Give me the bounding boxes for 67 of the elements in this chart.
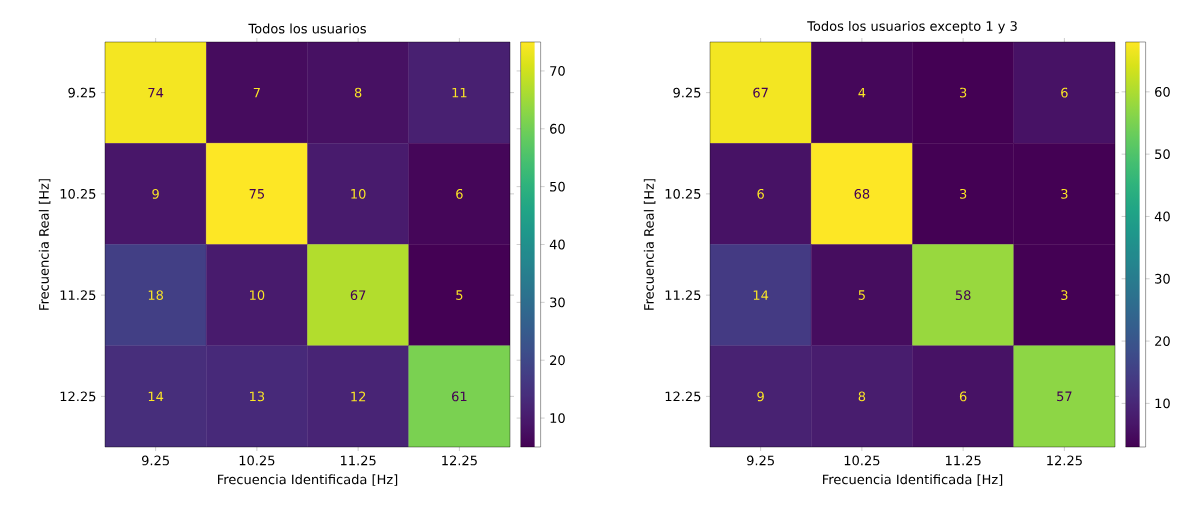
color-bar-label: 50 [550, 181, 565, 192]
y-tick-label: 9.25 [673, 87, 701, 98]
y-axis-title: Frecuencia Real [Hz] [643, 179, 656, 310]
data-label: 9 [757, 391, 764, 402]
data-label: 8 [858, 391, 866, 402]
x-tick-label: 9.25 [746, 455, 774, 466]
data-label: 6 [959, 391, 967, 402]
color-bar-label: 40 [549, 239, 565, 250]
data-label: 3 [959, 188, 967, 199]
color-bar-label: 20 [550, 355, 565, 366]
y-tick-label: 11.25 [665, 290, 701, 301]
y-tick-label: 11.25 [60, 290, 96, 301]
color-bar-label: 60 [550, 123, 565, 134]
data-label: 6 [757, 188, 764, 199]
data-label: 3 [959, 87, 967, 98]
data-label: 67 [753, 87, 768, 98]
x-tick-label: 11.25 [340, 455, 376, 466]
color-bar-label: 10 [550, 413, 565, 423]
y-tick-label: 10.25 [60, 188, 96, 199]
x-tick-label: 12.25 [1047, 455, 1082, 466]
data-label: 6 [456, 188, 463, 199]
x-tick-label: 9.25 [141, 455, 169, 466]
data-label: 8 [354, 87, 362, 98]
data-label: 3 [1061, 188, 1068, 199]
y-axis-title: Frecuencia Real [Hz] [38, 179, 51, 310]
x-tick-label: 12.25 [442, 455, 477, 466]
data-label: 75 [249, 189, 265, 199]
data-label: 6 [1061, 87, 1068, 98]
color-bar-label: 60 [1155, 86, 1170, 97]
data-label: 3 [1061, 290, 1068, 301]
data-label: 18 [148, 290, 163, 301]
color-bar-label: 10 [1155, 398, 1170, 409]
data-label: 9 [152, 188, 159, 199]
data-label: 10 [351, 188, 366, 199]
y-tick-label: 12.25 [60, 391, 96, 402]
data-label: 11 [452, 87, 467, 98]
data-label: 68 [854, 188, 870, 199]
data-label: 61 [452, 391, 467, 402]
color-bar-label: 50 [1155, 149, 1170, 160]
color-bar-label: 30 [1155, 273, 1170, 284]
x-axis-title: Frecuencia Identificada [Hz] [218, 474, 398, 486]
data-label: 13 [250, 391, 265, 402]
x-axis-title: Frecuencia Identificada [Hz] [823, 474, 1003, 486]
data-label: 67 [350, 290, 366, 301]
x-tick-label: 10.25 [844, 455, 880, 466]
data-label: 5 [456, 290, 463, 300]
data-label: 5 [858, 290, 865, 300]
color-bar-label: 70 [550, 66, 565, 76]
x-tick-label: 11.25 [945, 455, 981, 466]
y-tick-label: 9.25 [68, 87, 96, 98]
data-label: 7 [253, 87, 260, 98]
color-bar-label: 20 [1155, 336, 1170, 346]
color-bar-label: 30 [550, 297, 565, 308]
data-label: 58 [955, 290, 971, 301]
chart-title: Todos los usuarios excepto 1 y 3 [807, 20, 1017, 34]
y-tick-label: 12.25 [665, 391, 701, 402]
data-label: 14 [753, 290, 769, 300]
data-label: 12 [351, 391, 366, 402]
data-label: 10 [250, 290, 265, 301]
data-label: 57 [1057, 391, 1072, 402]
x-tick-label: 10.25 [239, 455, 275, 466]
chart-title: Todos los usuarios [248, 23, 366, 34]
data-label: 14 [148, 391, 164, 402]
color-bar-label: 40 [1154, 211, 1170, 222]
y-tick-label: 10.25 [665, 188, 701, 199]
data-label: 74 [148, 87, 164, 98]
data-label: 4 [858, 87, 866, 98]
